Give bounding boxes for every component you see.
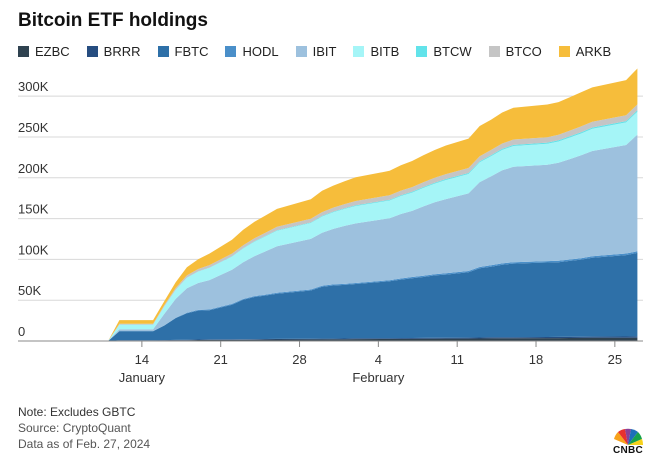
x-tick-label: 21 [213, 352, 227, 367]
legend-label: ARKB [575, 44, 612, 59]
y-tick-label: 100K [18, 242, 49, 257]
legend-swatch [416, 46, 428, 57]
area-series-bitb [108, 111, 638, 341]
legend-label: BTCW [433, 44, 472, 59]
chart-plot: 0 50K 100K 150K 200K 250K 300K 14 21 28 4 11 18 25 Jan… [18, 68, 643, 385]
area-series-brrr [108, 336, 638, 341]
legend-item-bitb: BITB [353, 44, 399, 59]
legend-item-fbtc: FBTC [157, 44, 209, 59]
legend-label: BRRR [103, 44, 141, 59]
y-tick-label: 0 [18, 324, 25, 339]
y-tick-label: 200K [18, 161, 49, 176]
legend-item-ibit: IBIT [295, 44, 337, 59]
x-tick-label: 28 [292, 352, 306, 367]
legend-label: BTCO [505, 44, 542, 59]
x-tick-label: 4 [375, 352, 382, 367]
area-series-arkb [108, 68, 638, 341]
legend-label: HODL [242, 44, 279, 59]
y-tick-label: 150K [18, 202, 49, 217]
x-tick-label: 25 [608, 352, 622, 367]
legend-item-hodl: HODL [225, 44, 279, 59]
y-tick-label: 50K [18, 283, 41, 298]
legend-item-ezbc: EZBC [18, 44, 70, 59]
legend-swatch [558, 46, 570, 57]
note-text: Note: Excludes GBTC [18, 405, 136, 419]
legend-swatch [295, 46, 307, 57]
legend-label: IBIT [312, 44, 337, 59]
month-label: February [352, 370, 405, 385]
legend-swatch [488, 46, 500, 57]
cnbc-logo: CNBC [604, 423, 652, 459]
x-tick-label: 18 [529, 352, 543, 367]
legend-item-arkb: ARKB [558, 44, 612, 59]
legend-swatch [86, 46, 98, 57]
legend-swatch [18, 46, 29, 57]
chart-notes: Note: Excludes GBTC Source: CryptoQuant … [18, 404, 150, 452]
source-text: Source: CryptoQuant [18, 421, 131, 435]
month-label: January [119, 370, 166, 385]
peacock-icon [614, 428, 644, 445]
date-text: Data as of Feb. 27, 2024 [18, 437, 151, 451]
y-tick-label: 250K [18, 120, 49, 135]
legend-label: BITB [370, 44, 400, 59]
legend-item-btcw: BTCW [416, 44, 472, 59]
legend-label: FBTC [174, 44, 209, 59]
chart-title: Bitcoin ETF holdings [18, 10, 208, 31]
chart-legend: EZBC BRRR FBTC HODL IBIT BITB BTCW BTCO ARKB [18, 44, 628, 59]
area-series-fbtc [108, 252, 638, 341]
legend-swatch [225, 46, 237, 57]
legend-swatch [353, 46, 365, 57]
x-tick-label: 14 [135, 352, 149, 367]
logo-text: CNBC [612, 445, 644, 456]
area-series-ibit [108, 134, 638, 341]
legend-item-btco: BTCO [488, 44, 542, 59]
legend-item-brrr: BRRR [86, 44, 141, 59]
legend-label: EZBC [35, 44, 70, 59]
x-tick-label: 11 [450, 352, 464, 367]
area-series-ezbc [108, 337, 638, 341]
area-series-btco [108, 104, 638, 342]
legend-swatch [157, 46, 169, 57]
y-tick-label: 300K [18, 79, 49, 94]
